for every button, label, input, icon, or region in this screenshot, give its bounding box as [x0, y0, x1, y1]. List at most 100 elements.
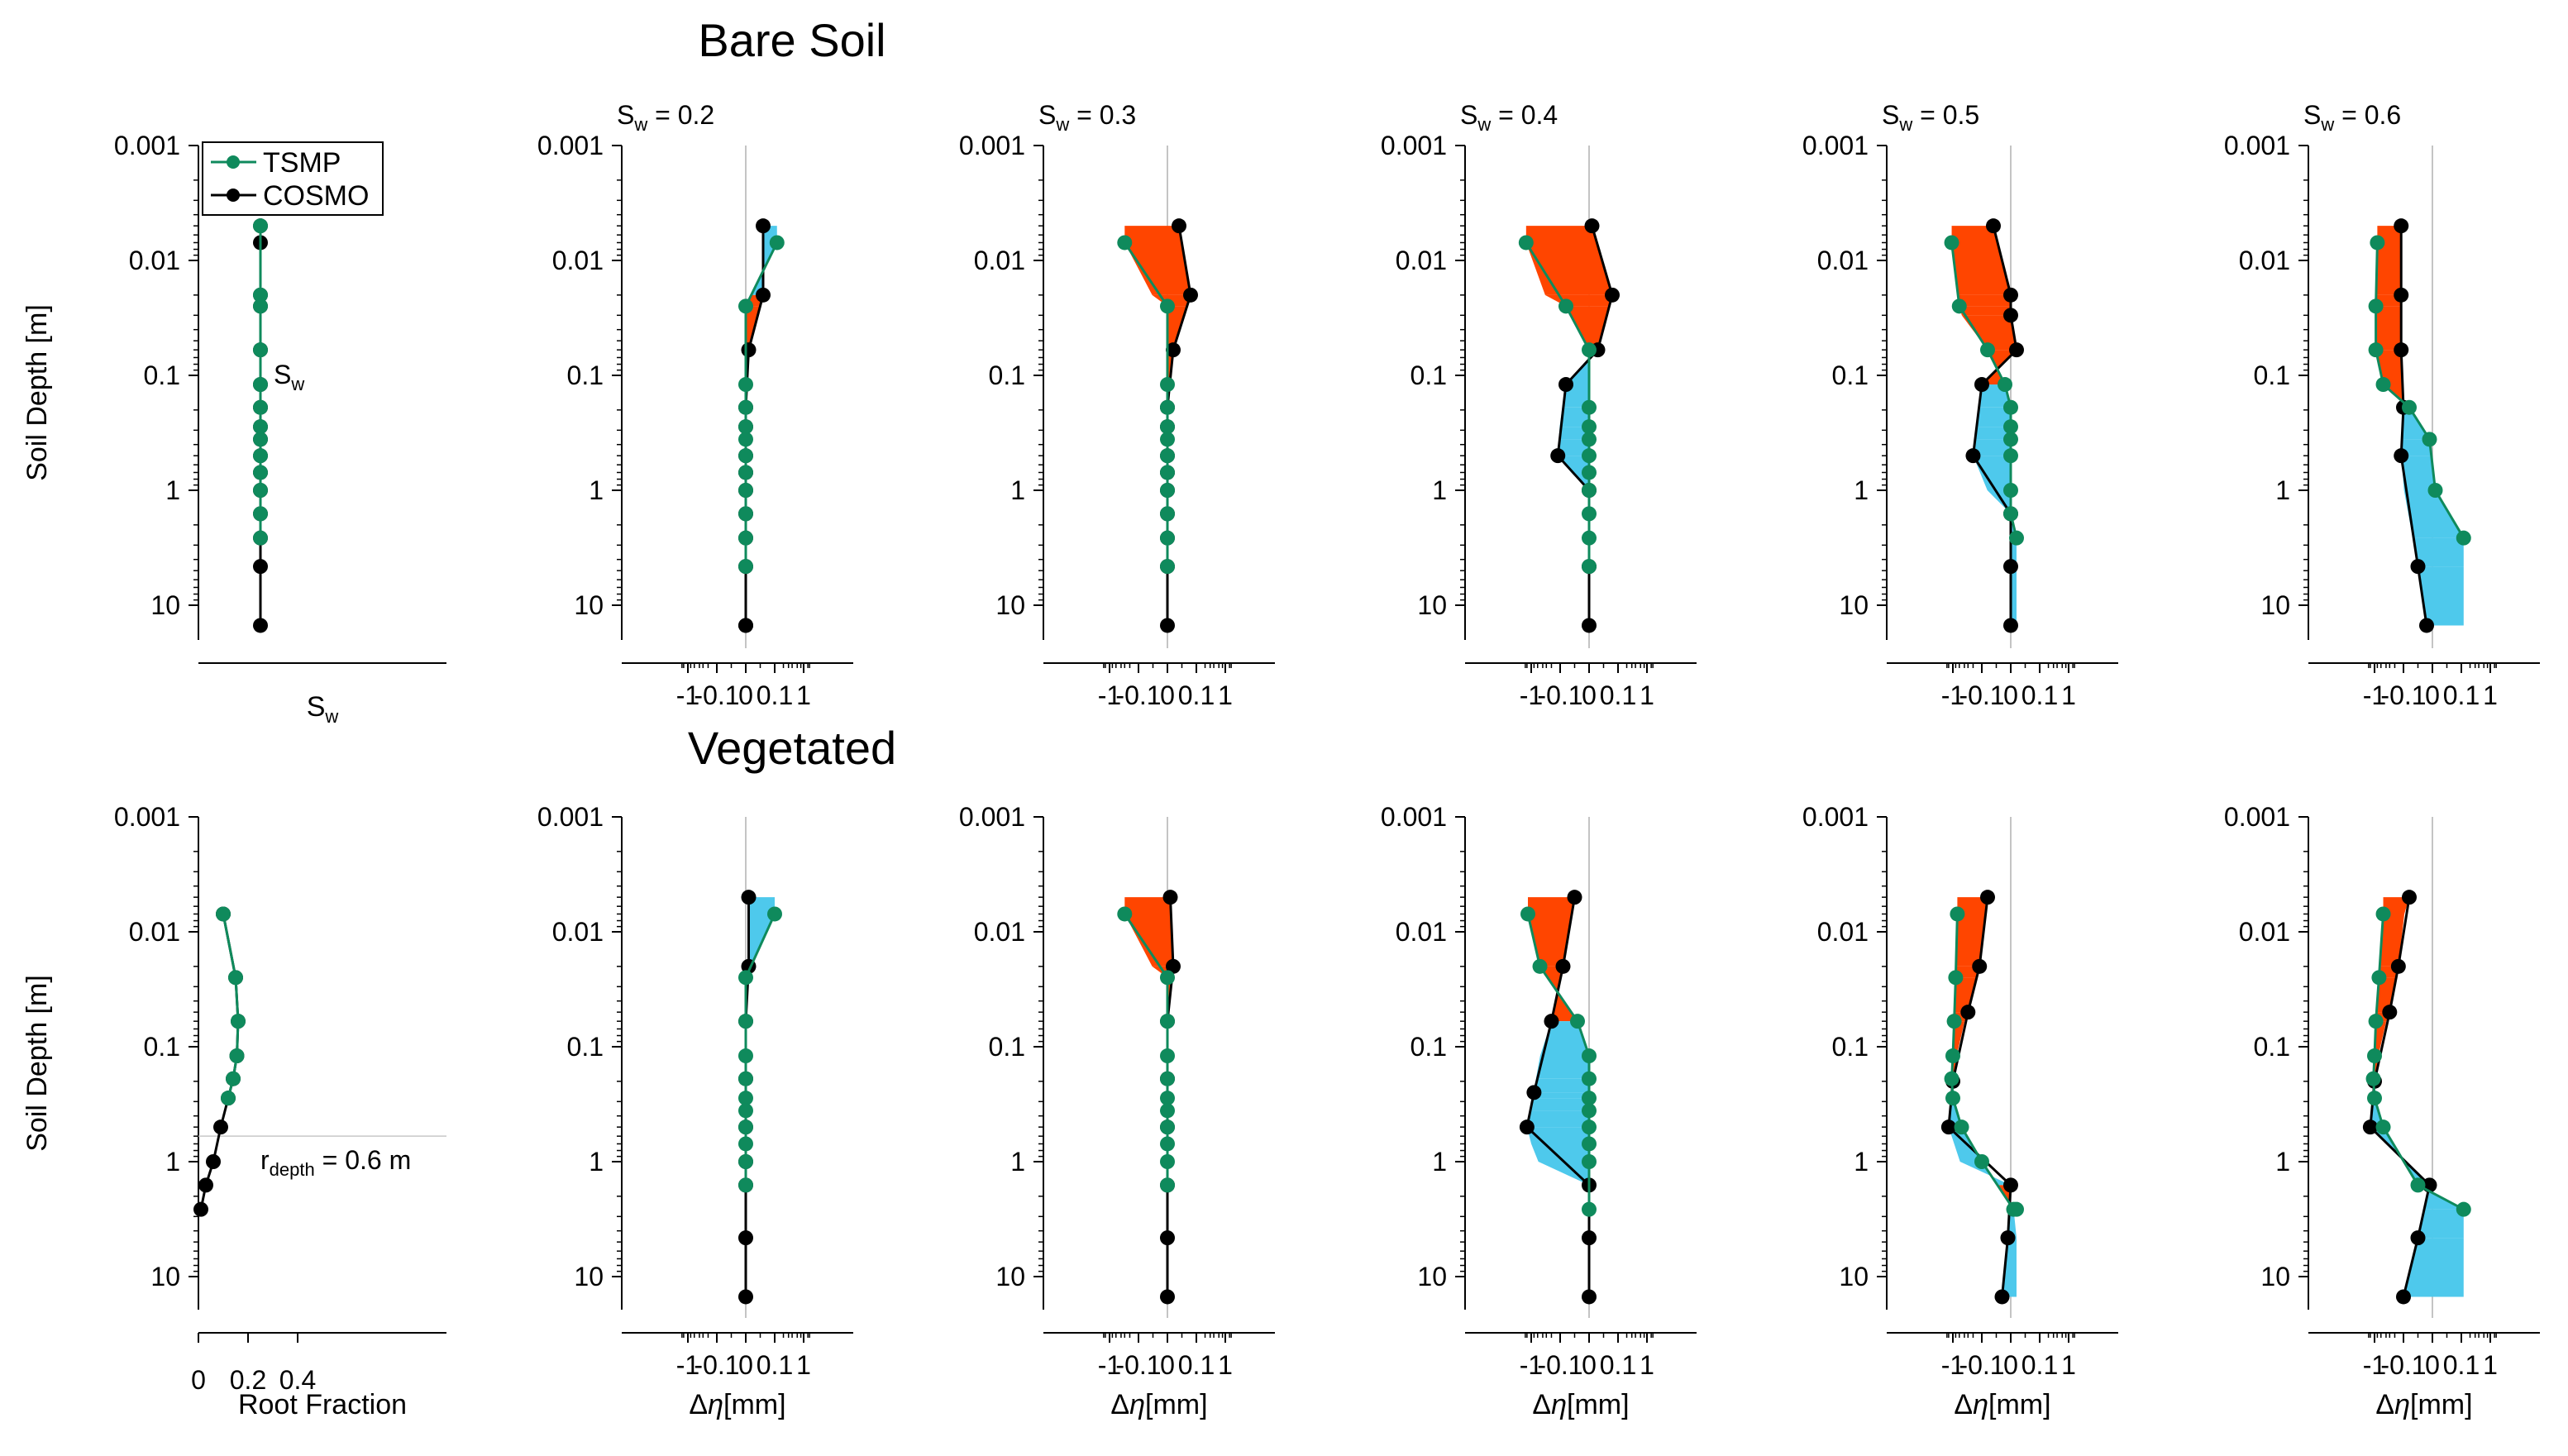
cosmo-point [1160, 618, 1175, 633]
negative-fill-area [2375, 1021, 2387, 1057]
tsmp-point [1944, 235, 1959, 251]
tsmp-point [2422, 432, 2437, 447]
x-axis-label-unit: [mm] [2410, 1389, 2473, 1420]
tsmp-point [2402, 399, 2417, 415]
x-tick-label: 0.1 [1600, 1350, 1636, 1380]
tsmp-point [738, 1014, 753, 1029]
tsmp-point [738, 1119, 753, 1135]
negative-fill-area [1951, 242, 2011, 295]
panel-title-main: S [2303, 100, 2321, 130]
y-tick-label: 10 [150, 590, 180, 620]
legend-label-tsmp: TSMP [263, 147, 341, 179]
tsmp-point [1950, 906, 1965, 922]
x-tick-label: -1 [1098, 1350, 1121, 1380]
tsmp-sw-point [253, 399, 268, 415]
cosmo-point [2003, 1177, 2018, 1193]
panel-title-main: S [617, 100, 634, 130]
tsmp-sw-point [253, 432, 268, 447]
cosmo-point [1972, 958, 1988, 974]
x-tick-label: 1 [2061, 680, 2076, 710]
tsmp-point [1160, 530, 1175, 546]
y-tick-label: 10 [2260, 1262, 2290, 1291]
cosmo-point [756, 287, 771, 303]
tsmp-point [2371, 970, 2387, 986]
cosmo-point [1519, 1119, 1535, 1135]
tsmp-point [1582, 448, 1597, 464]
negative-fill-area [1544, 294, 1612, 307]
x-tick-label: -1 [2363, 680, 2386, 710]
cosmo-point [1974, 377, 1989, 393]
x-tick-label: 0 [2425, 1350, 2440, 1380]
y-tick-label: 0.001 [537, 802, 604, 832]
tsmp-point [738, 1048, 753, 1064]
y-tick-label: 0.01 [2239, 917, 2290, 947]
negative-fill-area [1955, 914, 1985, 967]
x-tick-label: 0 [2425, 680, 2440, 710]
positive-fill-area [1558, 427, 1589, 440]
positive-fill-area [1530, 1098, 1589, 1111]
y-tick-label: 0.1 [1832, 360, 1869, 390]
y-tick-label: 1 [1432, 1147, 1447, 1177]
cosmo-point [1555, 958, 1571, 974]
y-tick-label: 0.1 [2254, 360, 2290, 390]
tsmp-root-point [226, 1071, 241, 1086]
tsmp-point [738, 1136, 753, 1152]
x-tick-label: 0.1 [2443, 1350, 2480, 1380]
tsmp-point [738, 1091, 753, 1106]
positive-fill-area [1558, 456, 1589, 473]
positive-fill-area [2401, 456, 2436, 490]
cosmo-point [1166, 958, 1181, 974]
y-tick-label: 0.1 [989, 360, 1025, 390]
x-tick-label: -1 [1520, 680, 1543, 710]
x-tick-label: -1 [1520, 1350, 1543, 1380]
tsmp-point [2375, 906, 2391, 922]
negative-fill-area [1167, 306, 1187, 351]
y-tick-label: 0.01 [1396, 917, 1447, 947]
tsmp-sw-point [253, 377, 268, 393]
tsmp-point [1518, 235, 1534, 251]
negative-fill-area [1957, 294, 2011, 307]
tsmp-point [1160, 1119, 1175, 1135]
cosmo-point [738, 618, 753, 633]
x-axis-label: Δη[mm] [689, 1389, 785, 1420]
y-tick-label: 10 [150, 1262, 180, 1291]
x-tick-label: 0.1 [2021, 1350, 2058, 1380]
tsmp-point [2003, 506, 2018, 522]
x-axis-label-delta: Δ [689, 1389, 708, 1420]
y-tick-label: 0.1 [1832, 1032, 1869, 1062]
cosmo-point [2394, 218, 2409, 234]
y-tick-label: 0.001 [1381, 131, 1447, 160]
tsmp-sw-point [253, 287, 268, 303]
y-axis-label-bare: Soil Depth [m] [21, 304, 53, 481]
y-tick-label: 1 [165, 475, 180, 505]
y-tick-label: 0.01 [129, 917, 180, 947]
negative-fill-area [1525, 226, 1597, 243]
cosmo-root-point [198, 1177, 213, 1193]
x-tick-label: 0.1 [1600, 680, 1636, 710]
tsmp-point [1160, 970, 1175, 986]
x-tick-label: 0 [738, 1350, 753, 1380]
cosmo-point [1544, 1014, 1559, 1029]
sw-annotation-sub: w [290, 374, 304, 394]
tsmp-point [738, 377, 753, 393]
tsmp-point [2368, 1014, 2384, 1029]
tsmp-point [1160, 1048, 1175, 1064]
x-tick-label: 0.1 [1178, 1350, 1215, 1380]
positive-fill-area [1987, 490, 2011, 514]
tsmp-point [1582, 1091, 1597, 1106]
y-tick-label: 0.1 [567, 1032, 604, 1062]
y-tick-label: 0.01 [974, 917, 1025, 947]
tsmp-point [1160, 377, 1175, 393]
row-title-bare-soil: Bare Soil [698, 14, 885, 66]
cosmo-point [1986, 218, 2001, 234]
y-tick-label: 0.1 [1410, 360, 1447, 390]
tsmp-line [1950, 914, 2017, 1211]
x-tick-label: -0.1 [694, 1350, 739, 1380]
tsmp-point [1948, 970, 1964, 986]
x-tick-label: 0 [1160, 1350, 1175, 1380]
